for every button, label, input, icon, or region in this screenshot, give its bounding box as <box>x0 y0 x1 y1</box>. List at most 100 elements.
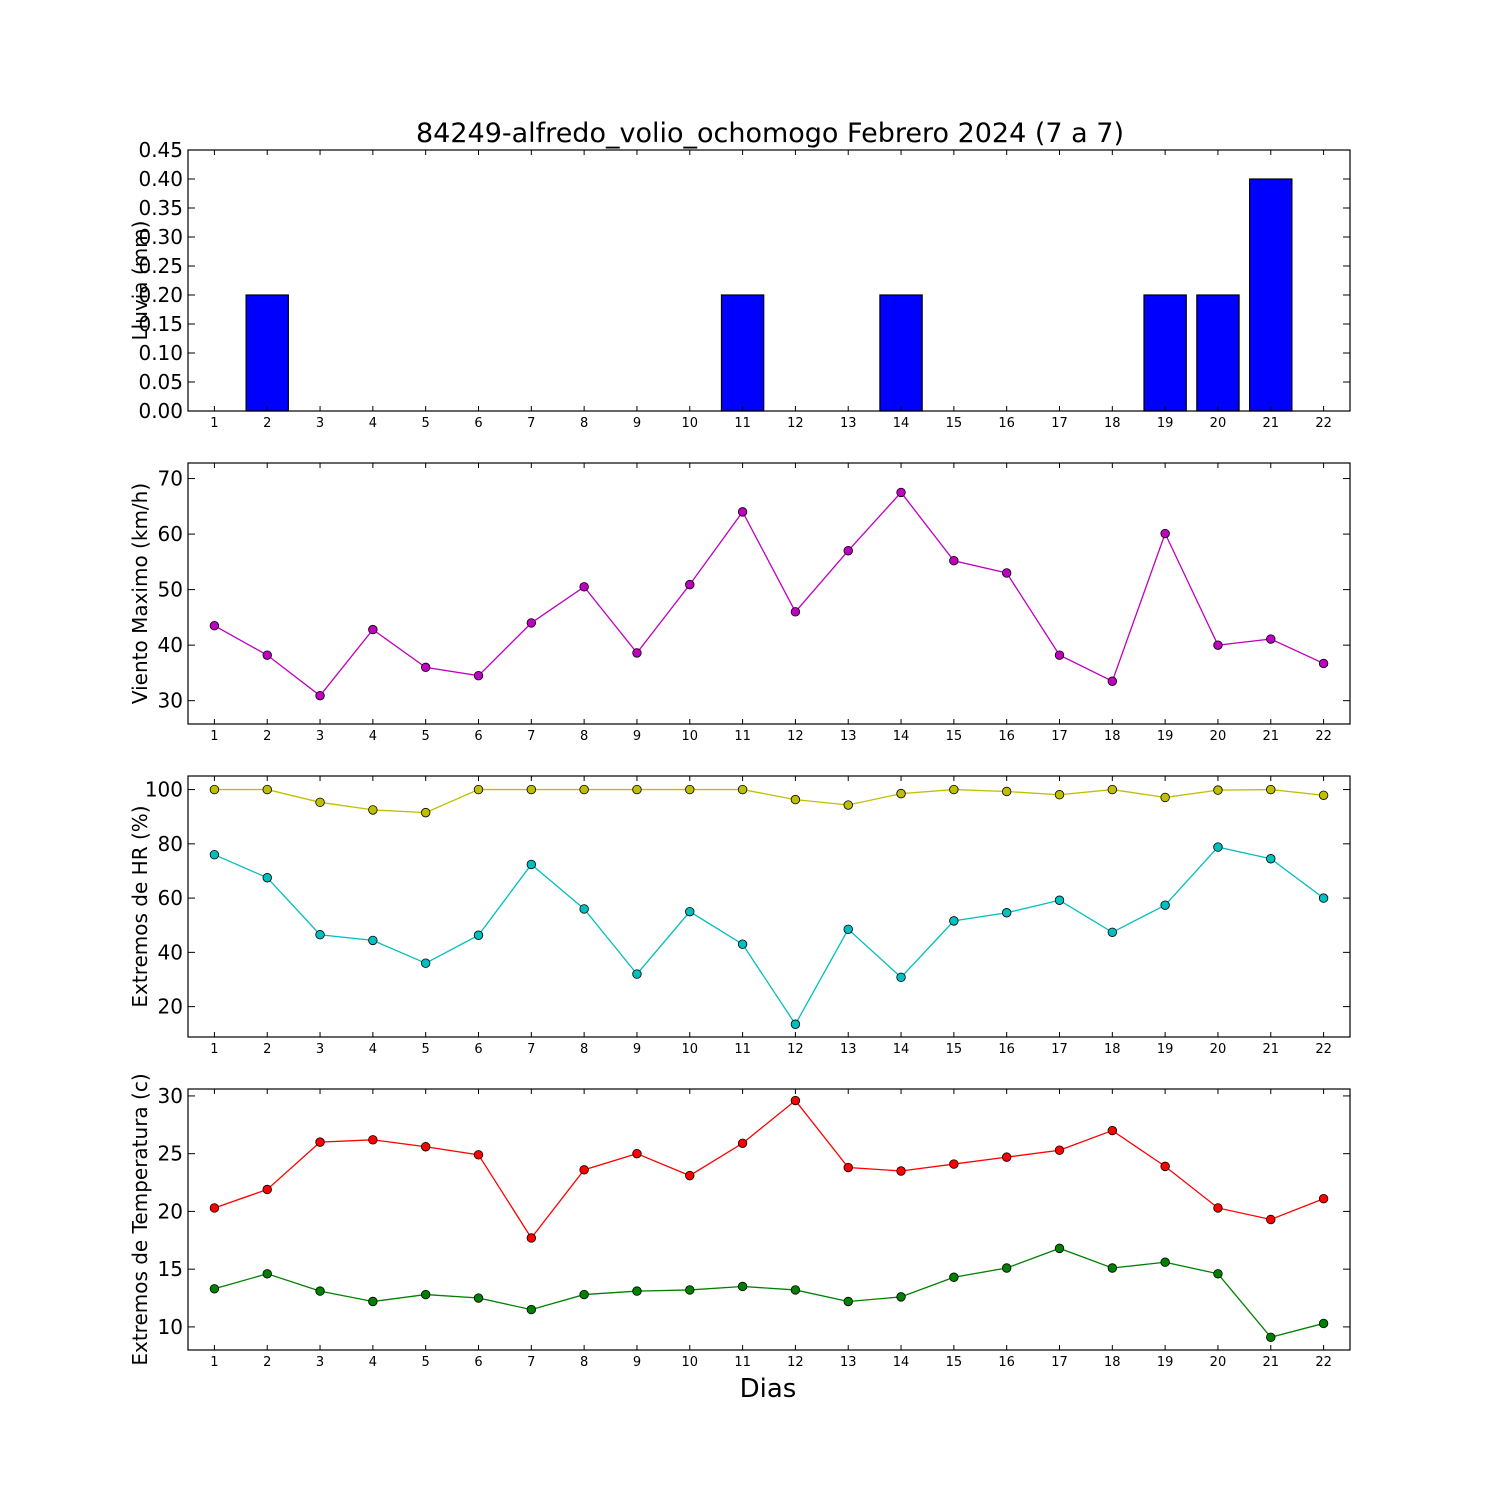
x-tick-label: 4 <box>369 729 377 744</box>
x-tick-label: 1 <box>210 1355 218 1370</box>
data-point <box>262 1269 272 1279</box>
data-point <box>1107 1263 1118 1273</box>
x-tick-label: 5 <box>422 416 430 431</box>
x-tick-label: 9 <box>633 729 641 744</box>
data-point <box>209 849 220 860</box>
x-tick-label: 15 <box>946 1355 963 1370</box>
data-point <box>1318 893 1329 903</box>
x-tick-label: 22 <box>1315 416 1332 431</box>
x-tick-label: 8 <box>580 416 588 431</box>
chart-panel-3: 1 2 3 4 5 6 7 8 9 10 11 12 13 14 15 16 17 18 19 20 21 2220406… <box>128 775 1351 1057</box>
x-tick-label: 11 <box>734 1042 751 1057</box>
data-point <box>949 1272 959 1282</box>
y-tick-label: 0.45 <box>138 138 183 162</box>
y-axis-label: Viento Maximo (km/h) <box>128 483 152 704</box>
x-tick-label: 22 <box>1315 729 1332 744</box>
data-point <box>1266 1214 1276 1225</box>
x-tick-label: 21 <box>1262 729 1279 744</box>
x-tick-label: 1 <box>210 416 218 431</box>
x-tick-label: 18 <box>1104 1355 1121 1370</box>
axes-frame <box>187 775 1351 1038</box>
x-tick-label: 16 <box>998 416 1015 431</box>
x-tick-label: 21 <box>1262 416 1279 431</box>
x-tick-label: 13 <box>840 729 857 744</box>
series-line-1 <box>214 1099 1324 1240</box>
data-point <box>1318 1318 1329 1329</box>
x-tick-label: 9 <box>633 1355 641 1370</box>
chart-panel-1: 1 2 3 4 5 6 7 8 9 10 11 12 13 14 15 16 17 18 19 20 21 220.000… <box>128 138 1351 431</box>
y-tick-label: 0.30 <box>138 225 183 249</box>
x-tick-label: 10 <box>681 729 698 744</box>
data-point <box>420 1289 431 1300</box>
x-tick-label: 6 <box>474 729 482 744</box>
data-point <box>1001 1263 1012 1273</box>
data-point <box>1054 895 1065 905</box>
data-point <box>1054 790 1065 800</box>
x-tick-label: 22 <box>1315 1355 1332 1370</box>
x-tick-label: 12 <box>787 1042 804 1057</box>
data-point <box>209 1284 220 1294</box>
x-tick-label: 10 <box>681 1355 698 1370</box>
data-point <box>1001 908 1012 918</box>
data-point <box>526 1233 537 1243</box>
y-tick-label: 60 <box>158 522 183 546</box>
data-point <box>896 487 906 498</box>
axes-frame <box>187 149 1351 412</box>
data-point <box>420 662 431 673</box>
data-point <box>949 556 959 566</box>
data-point <box>1001 568 1012 578</box>
x-tick-label: 3 <box>316 1355 324 1370</box>
data-point <box>790 1095 801 1106</box>
x-tick-label: 19 <box>1157 416 1174 431</box>
x-tick-label: 14 <box>893 1042 910 1057</box>
data-point <box>526 784 537 795</box>
x-tick-label: 18 <box>1104 416 1121 431</box>
y-axis-label: Extremos de HR (%) <box>128 805 152 1007</box>
x-tick-label: 13 <box>840 416 857 431</box>
data-point <box>473 1293 484 1303</box>
x-tick-label: 14 <box>893 1355 910 1370</box>
data-point <box>843 1162 853 1173</box>
data-point <box>843 546 853 556</box>
x-tick-label: 21 <box>1262 1355 1279 1370</box>
y-tick-label: 100 <box>145 778 183 802</box>
data-point <box>579 784 589 795</box>
y-tick-label: 10 <box>158 1315 183 1339</box>
x-tick-label: 13 <box>840 1042 857 1057</box>
data-point <box>1054 1243 1065 1254</box>
x-tick-label: 6 <box>474 416 482 431</box>
data-point <box>315 1137 325 1147</box>
data-point <box>685 1285 695 1295</box>
x-tick-label: 7 <box>527 1355 535 1370</box>
x-tick-label: 15 <box>946 729 963 744</box>
y-tick-label: 30 <box>158 1084 183 1108</box>
x-tick-label: 13 <box>840 1355 857 1370</box>
bar <box>720 294 765 412</box>
x-tick-label: 9 <box>633 416 641 431</box>
data-point <box>843 800 853 810</box>
data-point <box>526 1304 537 1315</box>
x-tick-label: 19 <box>1157 1042 1174 1057</box>
data-point <box>368 935 378 946</box>
data-point <box>209 621 220 631</box>
data-point <box>737 1281 748 1292</box>
y-tick-label: 0.15 <box>138 312 183 336</box>
x-tick-label: 10 <box>681 416 698 431</box>
x-tick-label: 20 <box>1210 729 1227 744</box>
data-point <box>473 784 484 795</box>
data-point <box>1213 640 1223 650</box>
data-point <box>1160 1161 1170 1172</box>
data-point <box>1318 1194 1329 1204</box>
data-point <box>526 618 537 628</box>
x-tick-label: 3 <box>316 416 324 431</box>
data-point <box>473 670 484 681</box>
data-point <box>1160 792 1170 803</box>
y-tick-label: 80 <box>158 832 183 856</box>
data-point <box>579 1165 589 1175</box>
data-point <box>1107 1125 1118 1136</box>
data-point <box>790 1019 801 1029</box>
data-point <box>579 904 589 914</box>
x-tick-label: 16 <box>998 729 1015 744</box>
x-tick-label: 21 <box>1262 1042 1279 1057</box>
